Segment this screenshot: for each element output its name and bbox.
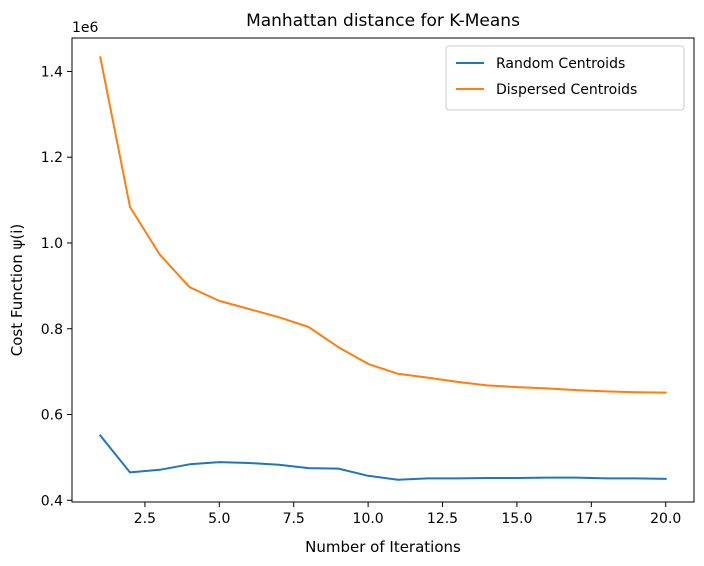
- x-tick-label: 12.5: [427, 511, 458, 527]
- y-axis-label: Cost Function ψ(i): [8, 224, 26, 356]
- series-line-1: [99, 56, 667, 394]
- y-offset-label: 1e6: [72, 20, 99, 36]
- x-tick-label: 15.0: [501, 511, 532, 527]
- y-tick-label: 1.4: [41, 64, 63, 80]
- y-tick-label: 1.0: [41, 236, 63, 252]
- series-line-0: [98, 434, 667, 481]
- legend-box: [445, 45, 685, 111]
- x-tick-label: 20.0: [650, 511, 681, 527]
- series-lines: [98, 56, 667, 481]
- x-axis-label: Number of Iterations: [305, 538, 461, 556]
- y-tick-label: 1.2: [41, 150, 63, 166]
- legend: Random Centroids Dispersed Centroids: [445, 45, 685, 111]
- legend-label: Dispersed Centroids: [496, 82, 637, 98]
- x-tick-label: 10.0: [353, 511, 384, 527]
- x-tick-label: 2.5: [134, 511, 156, 527]
- chart-title: Manhattan distance for K-Means: [246, 11, 520, 31]
- y-tick-label: 0.8: [41, 322, 63, 338]
- x-tick-label: 17.5: [576, 511, 607, 527]
- x-tick-label: 5.0: [208, 511, 230, 527]
- y-tick-label: 0.4: [41, 493, 63, 509]
- axes-frame: [71, 37, 695, 503]
- y-axis: 0.4 0.6 0.8 1.0 1.2 1.4: [41, 64, 72, 509]
- legend-label: Random Centroids: [496, 56, 625, 72]
- x-axis: 2.5 5.0 7.5 10.0 12.5 15.0 17.5 20.0: [134, 502, 681, 527]
- y-tick-label: 0.6: [41, 408, 63, 424]
- x-tick-label: 7.5: [283, 511, 305, 527]
